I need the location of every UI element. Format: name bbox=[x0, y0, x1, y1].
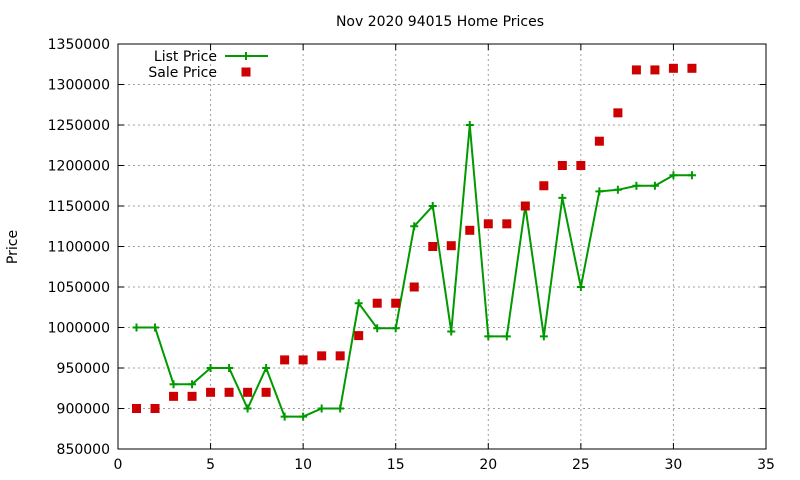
list-price-point bbox=[632, 181, 641, 190]
list-price-point bbox=[188, 380, 197, 389]
list-price-point bbox=[465, 121, 474, 129]
list-price-point bbox=[206, 364, 215, 372]
chart-title: Nov 2020 94015 Home Prices bbox=[336, 14, 544, 30]
list-price-point bbox=[132, 323, 141, 332]
sale-price-point bbox=[631, 65, 641, 75]
sale-price-point bbox=[465, 225, 475, 235]
sale-price-point bbox=[317, 351, 327, 361]
x-tick-label: 0 bbox=[114, 457, 123, 473]
sale-price-point bbox=[261, 387, 271, 397]
list-price-point bbox=[428, 202, 437, 210]
y-tick-label: 1150000 bbox=[48, 199, 110, 215]
x-tick-label: 20 bbox=[479, 457, 497, 473]
legend-label: Sale Price bbox=[148, 65, 217, 81]
sale-price-point bbox=[539, 181, 549, 191]
sale-price-point bbox=[243, 387, 253, 397]
list-price-point bbox=[354, 299, 363, 308]
sale-price-point bbox=[650, 65, 660, 75]
series-list-price bbox=[132, 121, 696, 421]
x-tick-label: 10 bbox=[294, 457, 312, 473]
sale-price-point bbox=[372, 298, 382, 308]
list-price-point bbox=[391, 324, 400, 333]
y-tick-label: 850000 bbox=[57, 442, 110, 458]
sale-price-point bbox=[224, 387, 234, 397]
list-price-point bbox=[373, 324, 382, 333]
list-price-point bbox=[317, 404, 326, 413]
list-price-point bbox=[613, 185, 622, 194]
legend-label: List Price bbox=[154, 49, 217, 65]
sale-price-point bbox=[280, 355, 290, 365]
sale-price-point bbox=[391, 298, 401, 308]
series-sale-price bbox=[132, 63, 697, 413]
x-tick-label: 25 bbox=[572, 457, 590, 473]
list-price-point bbox=[539, 332, 548, 341]
list-price-point bbox=[336, 404, 345, 413]
sale-price-point bbox=[206, 387, 216, 397]
sale-price-point bbox=[150, 404, 160, 413]
sale-price-point bbox=[594, 136, 604, 146]
list-price-point bbox=[669, 171, 678, 180]
sale-price-point bbox=[446, 241, 456, 251]
list-price-point bbox=[280, 412, 289, 421]
y-axis-label: Price bbox=[5, 230, 21, 264]
legend-square-swatch bbox=[241, 67, 251, 77]
y-tick-label: 1000000 bbox=[48, 321, 110, 337]
sale-price-point bbox=[298, 355, 308, 365]
sale-price-point bbox=[132, 404, 142, 413]
sale-price-point bbox=[502, 219, 512, 229]
list-price-point bbox=[484, 332, 493, 341]
list-price-point bbox=[650, 181, 659, 190]
y-tick-label: 1350000 bbox=[48, 37, 110, 53]
sale-price-point bbox=[576, 161, 586, 170]
x-tick-label: 5 bbox=[206, 457, 215, 473]
series-layer bbox=[132, 63, 697, 421]
sale-price-point bbox=[687, 63, 697, 73]
y-tick-label: 1200000 bbox=[48, 159, 110, 175]
list-price-point bbox=[299, 412, 308, 421]
sale-price-point bbox=[409, 282, 419, 292]
legend-plus-swatch bbox=[242, 52, 250, 60]
x-tick-label: 35 bbox=[757, 457, 775, 473]
list-price-point bbox=[502, 332, 511, 341]
sale-price-point bbox=[613, 108, 623, 118]
list-price-point bbox=[243, 404, 252, 413]
list-price-point bbox=[595, 187, 604, 196]
y-tick-label: 1300000 bbox=[48, 78, 110, 94]
list-price-point bbox=[410, 222, 419, 231]
list-price-point bbox=[262, 364, 271, 372]
sale-price-point bbox=[428, 242, 438, 251]
sale-price-point bbox=[169, 391, 179, 401]
sale-price-point bbox=[483, 219, 493, 229]
x-tick-label: 15 bbox=[387, 457, 405, 473]
sale-price-point bbox=[354, 331, 364, 341]
list-price-point bbox=[169, 380, 178, 389]
list-price-point bbox=[687, 171, 696, 180]
grid bbox=[118, 44, 766, 449]
y-tick-label: 950000 bbox=[57, 361, 110, 377]
sale-price-point bbox=[187, 391, 197, 401]
sale-price-point bbox=[668, 63, 678, 73]
list-price-point bbox=[151, 323, 160, 332]
list-price-point bbox=[576, 283, 585, 291]
sale-price-point bbox=[557, 161, 567, 170]
y-tick-label: 900000 bbox=[57, 402, 110, 418]
y-tick-label: 1100000 bbox=[48, 240, 110, 256]
list-price-point bbox=[558, 193, 567, 202]
y-tick-label: 1250000 bbox=[48, 118, 110, 134]
sale-price-point bbox=[335, 351, 345, 361]
y-tick-label: 1050000 bbox=[48, 280, 110, 296]
list-price-point bbox=[225, 364, 234, 372]
x-tick-label: 30 bbox=[665, 457, 683, 473]
sale-price-point bbox=[520, 201, 530, 211]
axes: 0 5 10 15 20 25 30 35 850000 900000 950000 1000000 1… bbox=[48, 37, 775, 473]
list-price-line bbox=[136, 124, 692, 418]
list-price-point bbox=[447, 327, 456, 336]
